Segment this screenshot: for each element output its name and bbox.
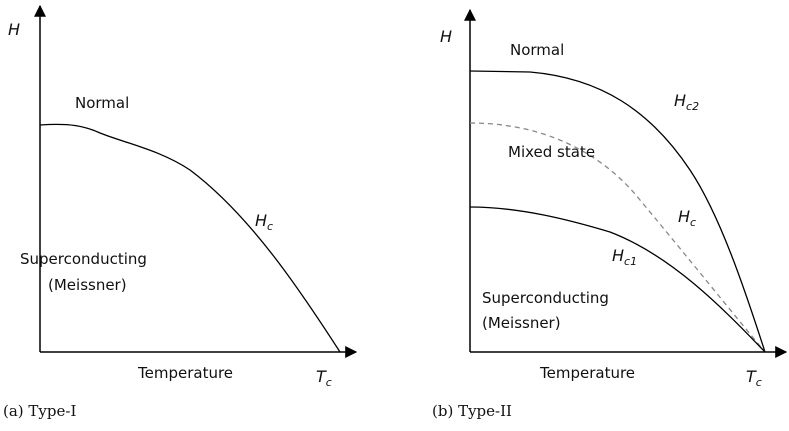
region-label: (Meissner)	[482, 314, 561, 332]
hc2-curve	[469, 70, 766, 353]
region-label: Normal	[510, 41, 564, 59]
region-label: (Meissner)	[48, 276, 127, 294]
curve-label: Hc1	[612, 246, 637, 268]
curve-label: Hc	[678, 207, 696, 229]
curve-label: Hc	[255, 211, 273, 233]
region-label: Normal	[75, 94, 129, 112]
curve-label: Hc2	[674, 91, 699, 113]
caption: (a) Type-I	[3, 402, 76, 420]
caption: (b) Type-II	[432, 402, 512, 420]
x-axis-label: Temperature	[137, 364, 233, 382]
x-axis-label: Temperature	[539, 364, 635, 382]
hc1-curve	[469, 206, 766, 353]
panel-type-ii: H Normal Mixed state Superconducting (Me…	[432, 8, 788, 420]
region-label: Mixed state	[508, 143, 595, 161]
hc-curve	[469, 122, 766, 353]
y-axis-label: H	[8, 20, 20, 39]
region-label: Superconducting	[20, 250, 147, 268]
x-end-label: Tc	[316, 367, 332, 389]
y-axis-label: H	[440, 27, 452, 46]
region-label: Superconducting	[482, 289, 609, 307]
hc-curve	[39, 123, 341, 353]
panel-type-i: H Normal Superconducting (Meissner) Hc T…	[3, 4, 358, 420]
x-end-label: Tc	[746, 367, 762, 389]
